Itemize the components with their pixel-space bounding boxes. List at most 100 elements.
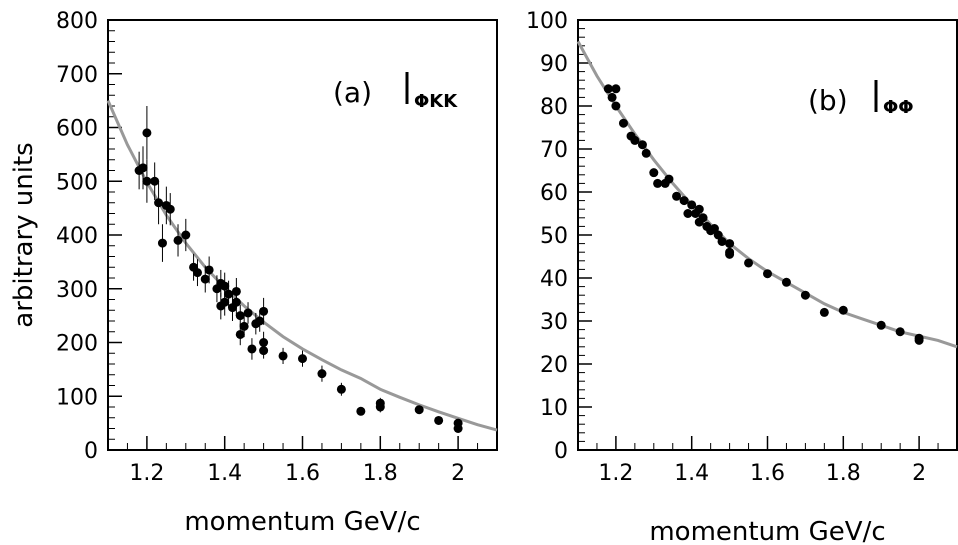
data-point bbox=[157, 238, 167, 248]
data-point bbox=[220, 297, 230, 307]
data-point bbox=[838, 305, 848, 315]
y-tick-label: 40 bbox=[540, 267, 568, 292]
x-tick-label: 2 bbox=[451, 461, 465, 486]
data-point bbox=[239, 321, 249, 331]
y-tick-label: 700 bbox=[56, 63, 98, 88]
data-point bbox=[637, 140, 647, 150]
data-point bbox=[725, 239, 735, 249]
y-tick-label: 400 bbox=[56, 224, 98, 249]
x-tick-label: 1.6 bbox=[750, 461, 785, 486]
x-axis-title: momentum GeV/c bbox=[649, 517, 885, 545]
data-point bbox=[641, 148, 651, 158]
y-tick-label: 100 bbox=[526, 9, 568, 34]
data-point bbox=[434, 415, 444, 425]
data-point bbox=[247, 344, 257, 354]
x-tick-label: 1.6 bbox=[285, 461, 320, 486]
data-point bbox=[649, 168, 659, 178]
data-point bbox=[204, 265, 214, 275]
panel-a-phikk: 0 100 200 300 400 500 600 700 800 1.2 1.4 1.6 1.8 2 mo… bbox=[9, 9, 498, 537]
x-tick-label: 1.4 bbox=[674, 461, 709, 486]
data-point bbox=[876, 320, 886, 330]
data-point bbox=[618, 118, 628, 128]
plot-frame bbox=[577, 19, 958, 451]
y-tick-label: 30 bbox=[540, 310, 568, 335]
data-point bbox=[781, 277, 791, 287]
data-point bbox=[653, 178, 663, 188]
data-point bbox=[375, 398, 385, 408]
data-point bbox=[142, 128, 152, 138]
data-point bbox=[142, 176, 152, 186]
data-point bbox=[744, 258, 754, 268]
data-point bbox=[298, 354, 307, 364]
data-point bbox=[763, 269, 772, 279]
data-point bbox=[694, 204, 704, 214]
fit-curve bbox=[106, 99, 498, 432]
data-point bbox=[819, 307, 829, 317]
data-point bbox=[717, 236, 727, 246]
data-point bbox=[181, 230, 191, 240]
data-point bbox=[138, 163, 148, 173]
y-tick-label: 0 bbox=[84, 439, 98, 464]
data-point bbox=[611, 84, 621, 94]
x-tick-label: 2 bbox=[912, 461, 926, 486]
data-point bbox=[687, 200, 697, 210]
data-point bbox=[725, 249, 735, 259]
data-point bbox=[259, 306, 269, 316]
x-axis-title: momentum GeV/c bbox=[184, 507, 420, 537]
data-point bbox=[607, 92, 617, 102]
y-tick-label: 60 bbox=[540, 181, 568, 206]
data-point bbox=[664, 174, 674, 184]
y-tick-label: 100 bbox=[56, 385, 98, 410]
y-tick-label: 50 bbox=[540, 224, 568, 249]
data-point bbox=[235, 329, 245, 339]
y-tick-label: 800 bbox=[56, 9, 98, 34]
data-point bbox=[224, 289, 234, 299]
y-tick-label: 300 bbox=[56, 278, 98, 303]
data-point bbox=[611, 101, 621, 111]
data-point bbox=[200, 274, 210, 284]
data-point bbox=[683, 209, 693, 218]
data-point bbox=[173, 235, 183, 245]
data-point bbox=[603, 84, 613, 94]
data-point bbox=[259, 338, 269, 347]
x-tick-label: 1.2 bbox=[129, 461, 164, 486]
y-tick-label: 200 bbox=[56, 332, 98, 357]
y-tick-label: 500 bbox=[56, 170, 98, 195]
y-tick-label: 90 bbox=[540, 52, 568, 77]
plot-frame bbox=[107, 19, 498, 451]
panel-label: (a) bbox=[333, 76, 372, 109]
data-point bbox=[278, 351, 288, 361]
y-axis-title: arbitrary units bbox=[9, 142, 39, 327]
x-tick-label: 1.4 bbox=[207, 461, 242, 486]
data-point bbox=[220, 281, 230, 291]
data-point bbox=[895, 327, 905, 337]
y-tick-label: 80 bbox=[540, 95, 568, 120]
y-tick-label: 600 bbox=[56, 117, 98, 142]
y-tick-label: 70 bbox=[540, 138, 568, 163]
data-point bbox=[150, 176, 160, 186]
panel-symbol: ΦΦ bbox=[883, 97, 914, 118]
data-point bbox=[192, 268, 202, 278]
data-point bbox=[414, 405, 424, 415]
data-point bbox=[231, 297, 241, 307]
data-point bbox=[914, 335, 924, 345]
panel-symbol: ΦKK bbox=[414, 91, 458, 112]
fit-curve bbox=[576, 40, 958, 349]
x-tick-label: 1.8 bbox=[363, 461, 398, 486]
y-tick-label: 10 bbox=[540, 396, 568, 421]
panel-label: (b) bbox=[808, 84, 848, 117]
y-tick-label: 0 bbox=[554, 439, 568, 464]
data-point bbox=[672, 191, 682, 201]
data-point bbox=[154, 198, 164, 208]
x-tick-label: 1.8 bbox=[826, 461, 861, 486]
data-point bbox=[235, 311, 245, 321]
data-point bbox=[698, 213, 708, 223]
data-point bbox=[356, 406, 366, 416]
data-point bbox=[630, 135, 640, 145]
data-point bbox=[453, 418, 463, 428]
data-point bbox=[243, 308, 253, 318]
x-tick-label: 1.2 bbox=[598, 461, 633, 486]
y-tick-label: 20 bbox=[540, 353, 568, 378]
panel-b-phiphi: 0 10 20 30 40 50 60 70 80 90 100 1.2 1.4 1.6 1.8 2 momen… bbox=[526, 9, 958, 545]
